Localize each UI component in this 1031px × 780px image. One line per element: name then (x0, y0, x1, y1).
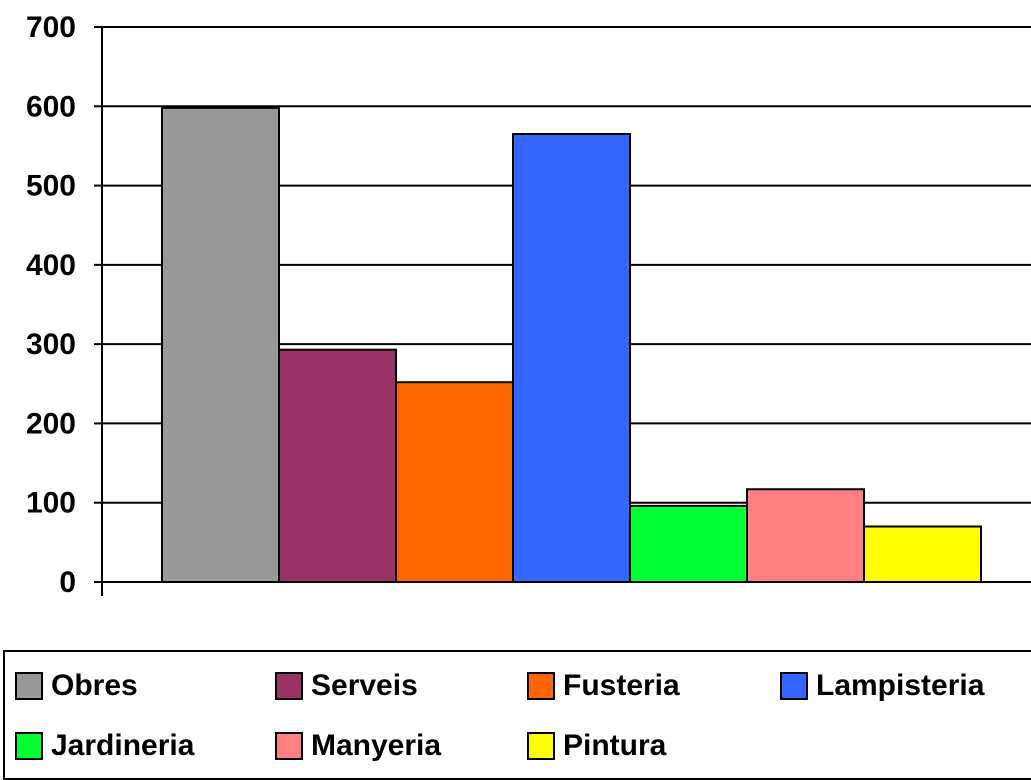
bar-serveis (278, 348, 397, 584)
legend-item-obres: Obres (15, 666, 138, 706)
bar-pintura (863, 525, 982, 583)
y-tick-label: 600 (26, 90, 76, 123)
bar-lampisteria (512, 133, 631, 584)
legend-swatch (275, 732, 303, 760)
legend-label: Lampisteria (816, 669, 985, 702)
legend-swatch (527, 732, 555, 760)
legend-item-lampisteria: Lampisteria (780, 666, 984, 706)
legend-label: Obres (51, 669, 138, 702)
y-tick-label: 300 (26, 328, 76, 361)
legend-label: Fusteria (563, 669, 680, 702)
legend-swatch (15, 732, 43, 760)
legend-swatch (15, 672, 43, 700)
legend-item-fusteria: Fusteria (527, 666, 680, 706)
legend-swatch (527, 672, 555, 700)
legend-label: Pintura (563, 729, 667, 762)
y-tick-label: 500 (26, 170, 76, 203)
bars (161, 106, 982, 584)
legend-label: Serveis (311, 669, 418, 702)
legend-item-jardineria: Jardineria (15, 726, 194, 766)
bar-chart: 0 100 200 300 400 500 600 700 (26, 11, 1031, 599)
y-tick-label: 700 (26, 11, 76, 44)
legend-label: Jardineria (51, 729, 195, 762)
chart-area: 0 100 200 300 400 500 600 700 (26, 11, 1031, 599)
legend-item-serveis: Serveis (275, 666, 418, 706)
legend-item-manyeria: Manyeria (275, 726, 441, 766)
axes (94, 26, 1031, 596)
y-tick-label: 0 (59, 566, 76, 599)
y-tick-label: 400 (26, 249, 76, 282)
bar-fusteria (395, 381, 514, 584)
legend-item-pintura: Pintura (527, 726, 666, 766)
bar-manyeria (746, 488, 865, 583)
y-tick-labels: 0 100 200 300 400 500 600 700 (26, 11, 76, 599)
legend-swatch (780, 672, 808, 700)
bar-obres (161, 106, 280, 583)
y-tick-label: 200 (26, 407, 76, 440)
bar-jardineria (629, 504, 748, 583)
legend-swatch (275, 672, 303, 700)
y-tick-label: 100 (26, 487, 76, 520)
legend: Obres Serveis Fusteria Lampisteria Jardineri… (3, 650, 1031, 780)
legend-label: Manyeria (311, 729, 442, 762)
